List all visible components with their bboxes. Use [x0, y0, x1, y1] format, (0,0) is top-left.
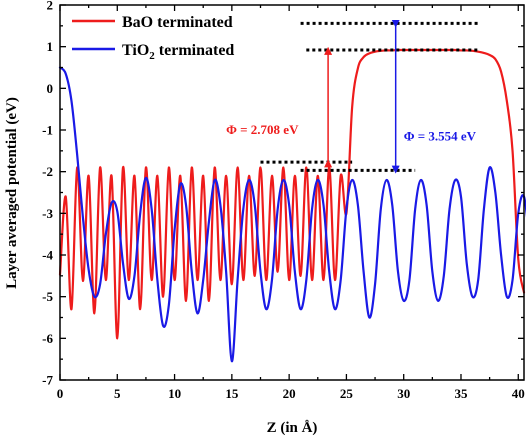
- series-layer: [58, 48, 526, 363]
- x-tick-label-10: 10: [168, 386, 181, 401]
- series-line-0: [58, 48, 526, 340]
- x-axis-title: Z (in Å): [267, 420, 318, 436]
- legend-label-tio2-suffix: terminated: [155, 42, 235, 59]
- x-tick-label-20: 20: [283, 386, 296, 401]
- tick-label-layer: 0 5 10 15 20 25 30 35 40 -7 -6 -5 -4 -3 -2 -1 0 1 2: [42, 0, 525, 401]
- legend-label-tio2: TiO2 terminated: [122, 42, 234, 62]
- y-tick-label--7: -7: [42, 373, 53, 388]
- y-tick-label--5: -5: [42, 289, 53, 304]
- series-line-1: [58, 66, 526, 363]
- y-tick-label--3: -3: [42, 206, 53, 221]
- annotation-label-bao: Φ = 2.708 eV: [226, 122, 299, 137]
- y-tick-label--1: -1: [42, 123, 53, 138]
- x-tick-label-15: 15: [225, 386, 239, 401]
- legend-label-tio2-sub: 2: [149, 50, 155, 62]
- annotation-layer: Φ = 2.708 eV Φ = 3.554 eV: [226, 19, 479, 174]
- x-tick-label-25: 25: [340, 386, 354, 401]
- y-tick-label--6: -6: [42, 331, 53, 346]
- x-tick-label-40: 40: [512, 386, 525, 401]
- x-tick-label-35: 35: [454, 386, 468, 401]
- plot-frame: [59, 4, 525, 381]
- legend-label-bao: BaO terminated: [122, 14, 233, 31]
- y-axis-title: Layer averaged potential (eV): [4, 97, 20, 289]
- tick-layer: [59, 4, 524, 381]
- legend-label-tio2-base: TiO: [122, 42, 149, 59]
- y-tick-label--4: -4: [42, 248, 53, 263]
- y-tick-label--2: -2: [42, 164, 53, 179]
- legend: BaO terminated TiO2 terminated: [72, 14, 234, 62]
- x-tick-label-5: 5: [114, 386, 121, 401]
- x-tick-label-30: 30: [397, 386, 410, 401]
- x-tick-label-0: 0: [57, 386, 64, 401]
- y-tick-label-2: 2: [47, 0, 54, 13]
- y-tick-label-0: 0: [47, 81, 54, 96]
- y-tick-label-1: 1: [47, 39, 54, 54]
- annotation-label-tio2: Φ = 3.554 eV: [404, 128, 477, 143]
